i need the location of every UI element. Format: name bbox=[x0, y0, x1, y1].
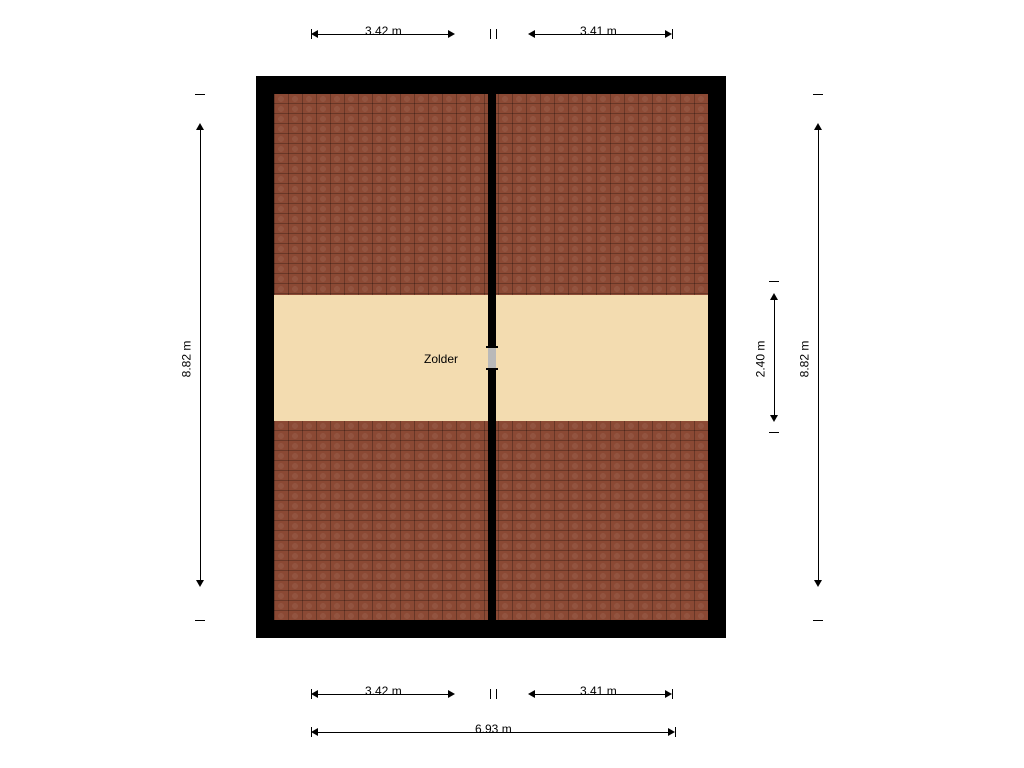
dim-tick bbox=[675, 727, 676, 737]
dim-tick bbox=[490, 29, 491, 39]
interior: Zolder bbox=[274, 94, 708, 620]
arrow-icon bbox=[665, 30, 672, 38]
arrow-icon bbox=[770, 415, 778, 422]
dim-bot1-1-label: 3.42 m bbox=[365, 684, 402, 698]
dim-tick bbox=[769, 432, 779, 433]
dim-tick bbox=[311, 689, 312, 699]
door-cap-bottom bbox=[486, 368, 498, 370]
arrow-icon bbox=[448, 690, 455, 698]
arrow-icon bbox=[448, 30, 455, 38]
arrow-icon bbox=[196, 580, 204, 587]
arrow-icon bbox=[814, 123, 822, 130]
dim-left-line bbox=[200, 130, 201, 580]
arrow-icon bbox=[814, 580, 822, 587]
arrow-icon bbox=[528, 690, 535, 698]
arrow-icon bbox=[668, 728, 675, 736]
arrow-icon bbox=[528, 30, 535, 38]
dim-tick bbox=[496, 689, 497, 699]
dim-top-2-label: 3.41 m bbox=[580, 24, 617, 38]
dim-top-1-label: 3.42 m bbox=[365, 24, 402, 38]
dim-tick bbox=[195, 94, 205, 95]
arrow-icon bbox=[770, 293, 778, 300]
room-label-zolder: Zolder bbox=[424, 352, 458, 366]
dim-tick bbox=[311, 29, 312, 39]
dim-tick bbox=[672, 29, 673, 39]
dim-tick bbox=[672, 689, 673, 699]
door-cap-top bbox=[486, 346, 498, 348]
arrow-icon bbox=[311, 690, 318, 698]
dim-left-label: 8.82 m bbox=[179, 341, 193, 378]
dim-bot1-2-label: 3.41 m bbox=[580, 684, 617, 698]
dim-bot2-label: 6.93 m bbox=[475, 722, 512, 736]
dim-tick bbox=[195, 620, 205, 621]
arrow-icon bbox=[196, 123, 204, 130]
dim-tick bbox=[490, 689, 491, 699]
dim-right-inner-line bbox=[774, 300, 775, 415]
door-gap bbox=[488, 348, 496, 368]
arrow-icon bbox=[311, 30, 318, 38]
dim-right-inner-label: 2.40 m bbox=[753, 341, 767, 378]
dim-right-outer-label: 8.82 m bbox=[797, 341, 811, 378]
dim-tick bbox=[769, 281, 779, 282]
arrow-icon bbox=[665, 690, 672, 698]
dim-tick bbox=[813, 94, 823, 95]
dim-tick bbox=[311, 727, 312, 737]
dim-tick bbox=[496, 29, 497, 39]
floorplan-stage: Zolder 3.42 m 3.41 m 3.42 m 3.41 m 6.93 … bbox=[0, 0, 1024, 768]
arrow-icon bbox=[311, 728, 318, 736]
dim-right-outer-line bbox=[818, 130, 819, 580]
dim-tick bbox=[813, 620, 823, 621]
